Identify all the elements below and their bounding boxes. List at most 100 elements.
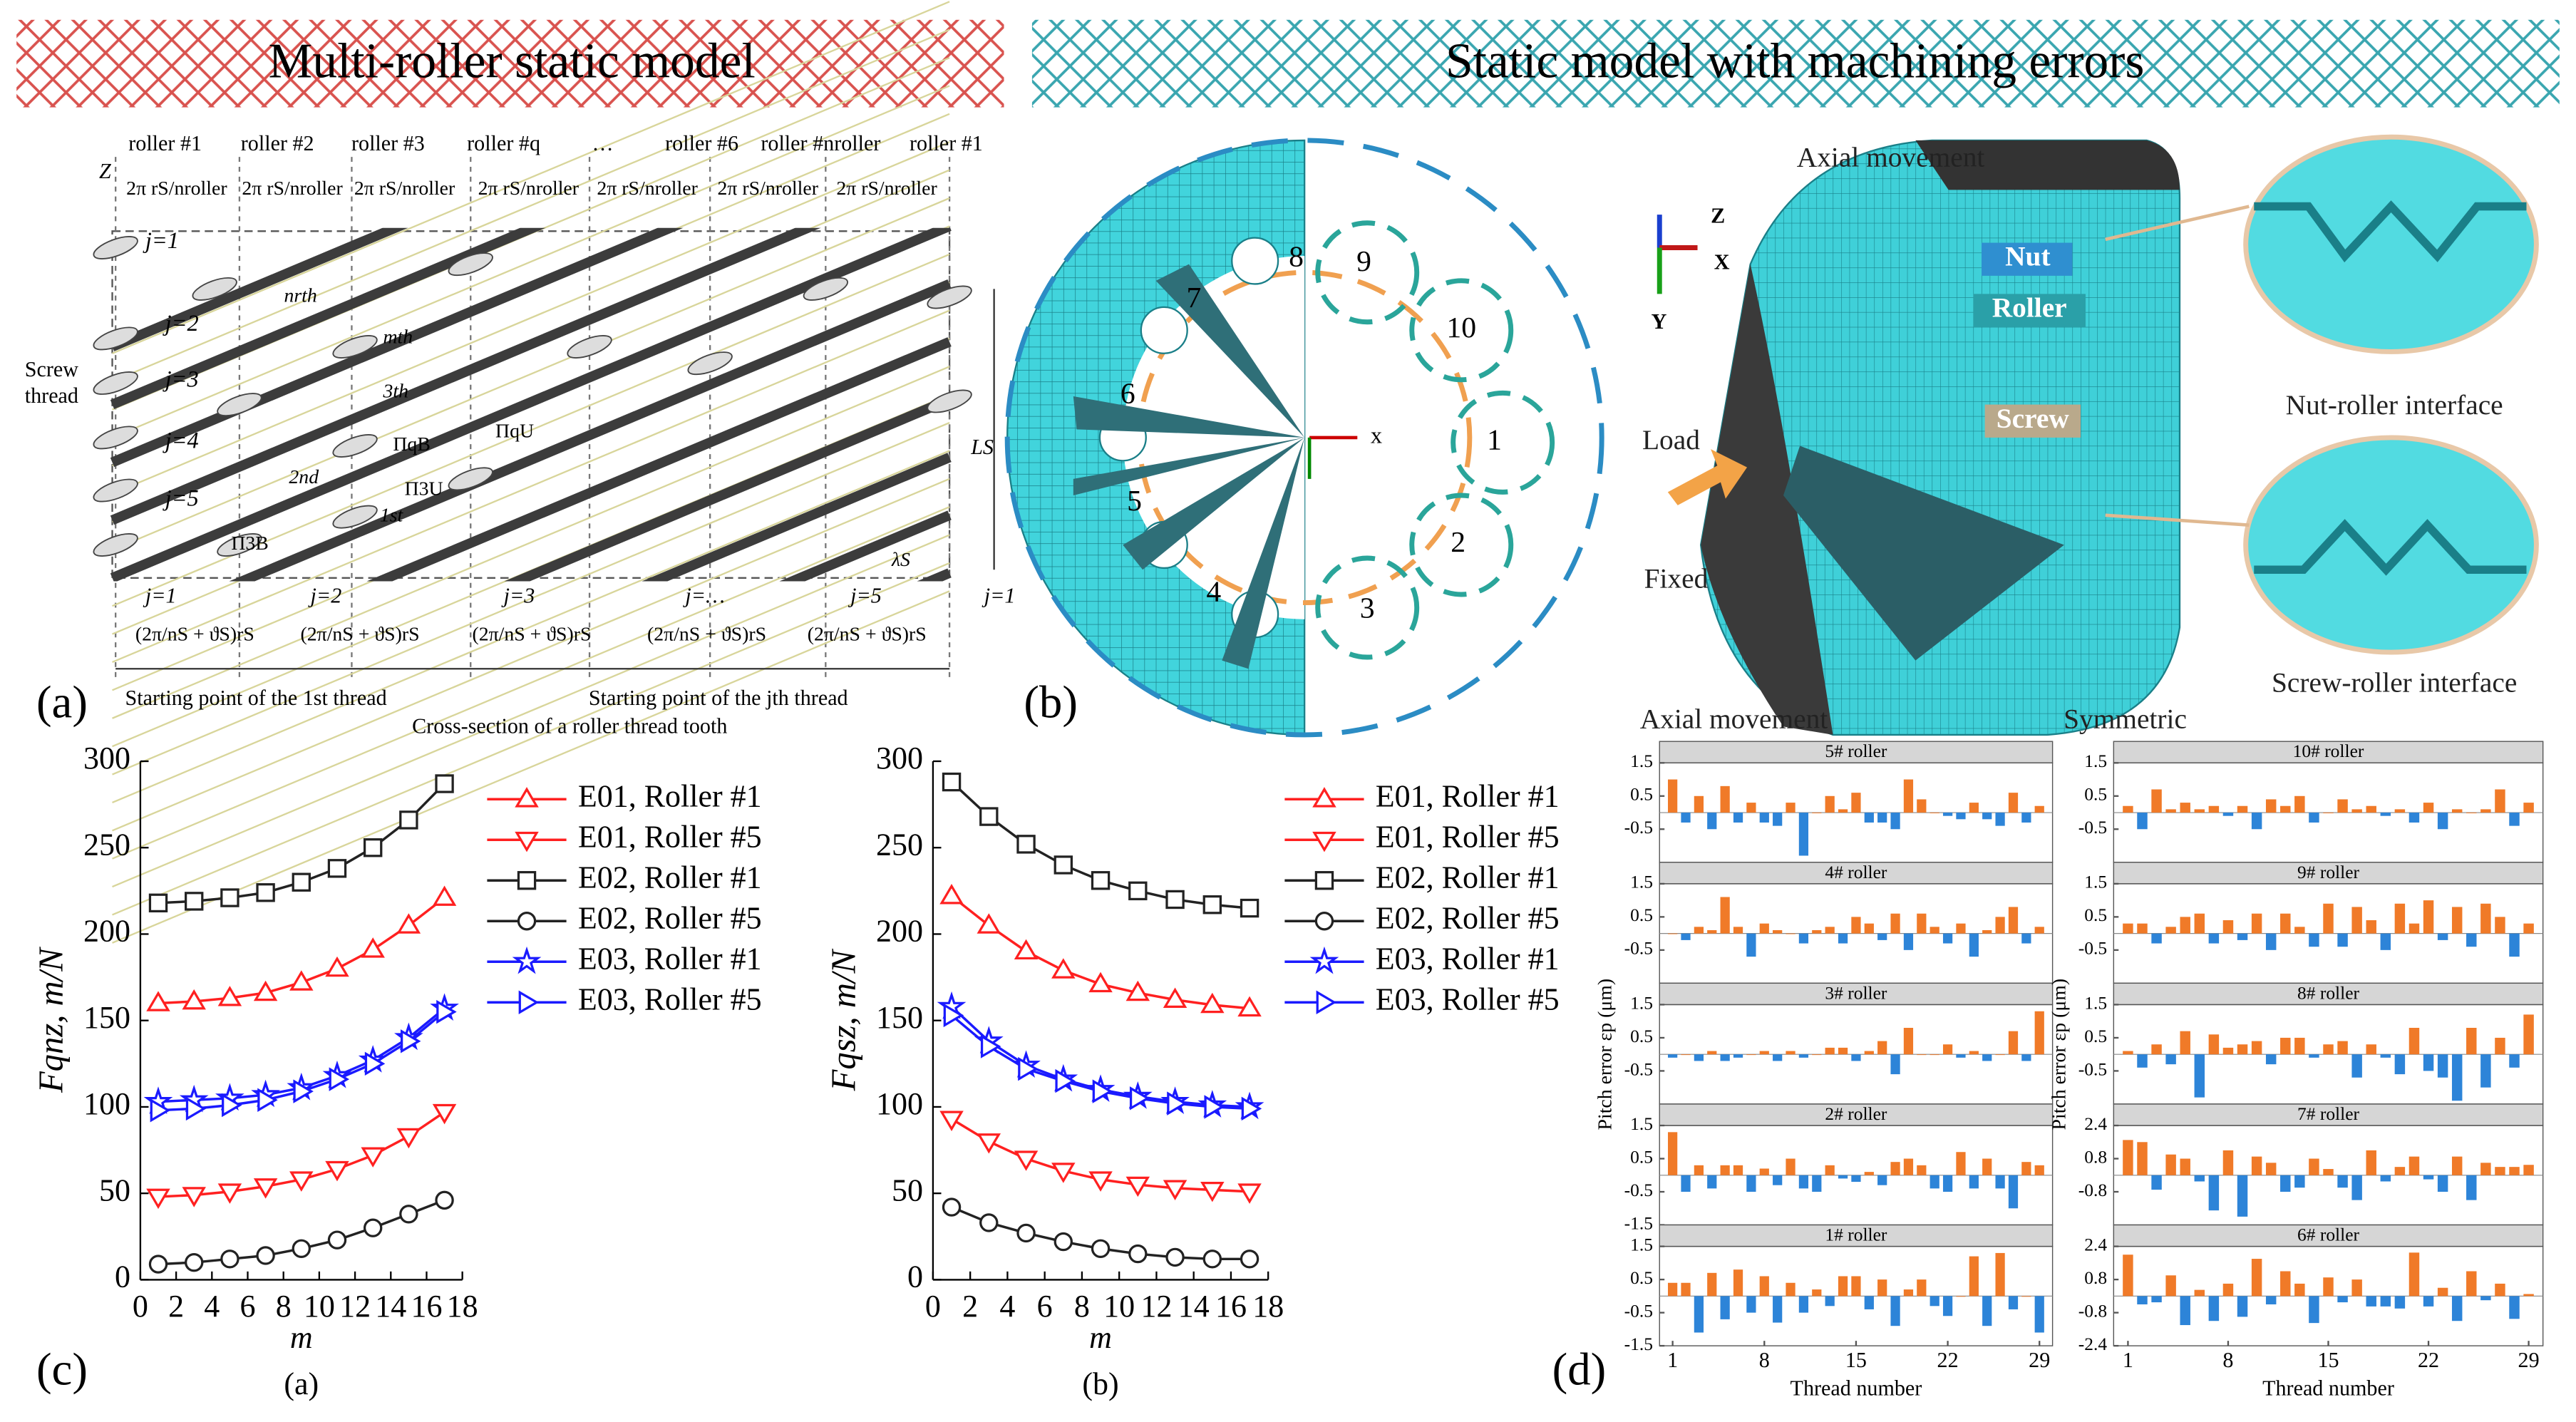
bar [1759, 1276, 1769, 1297]
bar [2480, 1296, 2491, 1301]
x-tick-label: 22 [2418, 1348, 2439, 1372]
bar [1773, 1296, 1783, 1323]
thread-lens [687, 351, 733, 376]
bar [2180, 917, 2190, 934]
y-tick-label: -0.5 [1624, 817, 1653, 838]
x-tick-label: 8 [2222, 1348, 2233, 1372]
axis-label: Z [99, 159, 111, 183]
bar [2394, 1296, 2406, 1309]
note: Starting point of the jth thread [589, 686, 848, 710]
bar [2194, 1289, 2205, 1297]
marker [1016, 835, 1036, 854]
legend-label: E02, Roller #5 [578, 900, 762, 935]
marker [979, 807, 999, 826]
panel-title: 6# roller [2297, 1225, 2360, 1245]
ls-label: LS [970, 435, 994, 459]
roller-circle [1315, 555, 1420, 660]
j-label: j=1 [143, 584, 177, 608]
marker [256, 883, 275, 902]
bar [2137, 1296, 2148, 1304]
bar [1864, 1296, 1874, 1309]
axis-label: x [1371, 423, 1382, 448]
x-tick-label: 18 [1252, 1289, 1284, 1324]
thread-lens [448, 252, 493, 277]
bar [1746, 1054, 1756, 1056]
marker [1314, 912, 1334, 931]
bar [1917, 799, 1927, 813]
bar [2309, 813, 2319, 823]
bar [2394, 809, 2406, 813]
bar [2423, 1296, 2434, 1307]
marker [515, 831, 539, 852]
bar [1694, 1165, 1704, 1175]
marker [293, 1079, 314, 1103]
bar [2151, 933, 2162, 944]
bar [2451, 1156, 2463, 1175]
bar [1877, 813, 1887, 823]
bar [1838, 809, 1848, 813]
bar [2423, 1054, 2434, 1071]
bar [1942, 813, 1953, 816]
bar [1903, 1158, 1914, 1175]
bar [1681, 933, 1691, 940]
x-axis-label: Thread number [1791, 1376, 1922, 1401]
marker [1091, 871, 1111, 890]
legend-label: E03, Roller #1 [1376, 941, 1560, 976]
bar [2323, 1277, 2334, 1297]
marker [361, 1147, 385, 1168]
j-label: j=4 [163, 428, 199, 453]
inset [2243, 435, 2539, 655]
bar [2208, 933, 2220, 944]
legend-label: E01, Roller #5 [1376, 819, 1560, 854]
bar [2034, 805, 2044, 813]
y-tick-label: 1.5 [1630, 1113, 1653, 1134]
bar [1733, 1054, 1743, 1058]
bar [2466, 1175, 2477, 1200]
bar [2480, 1163, 2491, 1175]
bar [2237, 1296, 2248, 1317]
screw-label: thread [25, 383, 78, 408]
marker [399, 1205, 418, 1224]
thread-line [112, 562, 950, 916]
panel-title: 7# roller [2297, 1103, 2360, 1124]
marker [518, 990, 540, 1014]
marker [1053, 855, 1073, 875]
bar [2523, 1294, 2534, 1297]
marker [1051, 1163, 1076, 1183]
bar [2394, 1054, 2406, 1075]
bar [1707, 929, 1717, 934]
bar [2034, 1165, 2044, 1175]
axis-label: Z [1711, 204, 1725, 228]
bar [1733, 813, 1743, 823]
roller-label: roller #q [467, 131, 540, 155]
bar [1851, 1175, 1861, 1183]
bar [2495, 789, 2505, 813]
y-tick-label: 200 [876, 914, 923, 949]
bar [2021, 1296, 2031, 1297]
marker [1312, 831, 1336, 852]
bar [1746, 1175, 1756, 1192]
roller-circle [1451, 390, 1555, 495]
bar [2423, 803, 2434, 813]
bar [2194, 809, 2205, 813]
marker [361, 937, 385, 958]
bar [2165, 1054, 2176, 1065]
bar [1877, 1279, 1887, 1297]
bar [2351, 1175, 2362, 1200]
marker [1053, 1232, 1073, 1252]
x-tick-label: 4 [999, 1289, 1015, 1324]
roller-circle [1315, 220, 1420, 325]
bar [2495, 1167, 2505, 1175]
bar [2408, 1028, 2420, 1055]
bar [2021, 933, 2031, 944]
panel-title: 9# roller [2297, 862, 2360, 882]
bar [1773, 1175, 1783, 1185]
y-tick-label: 300 [876, 741, 923, 776]
bar [1746, 803, 1756, 813]
y-tick-label: 0.5 [1630, 905, 1653, 925]
marker [327, 859, 347, 878]
roller-number: 4 [1206, 576, 1221, 609]
bar [1681, 813, 1691, 823]
bar [2480, 903, 2491, 934]
bar [2351, 907, 2362, 934]
